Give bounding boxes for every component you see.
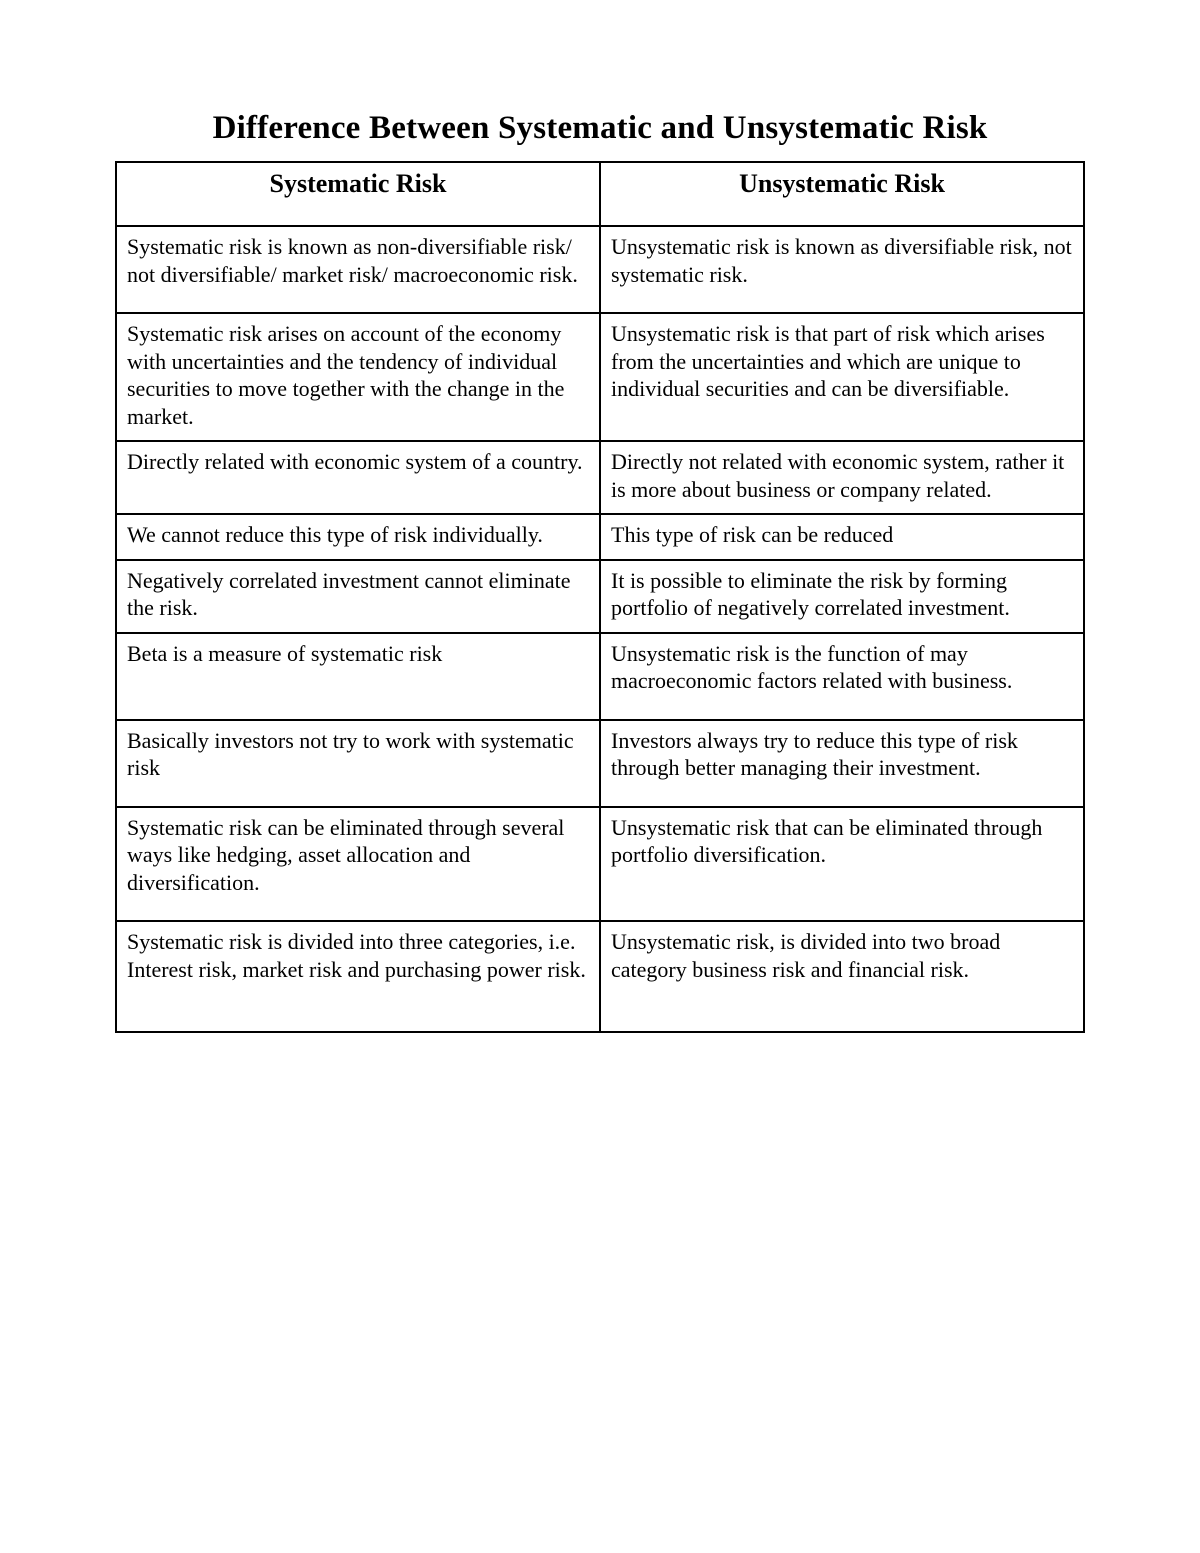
- cell-unsystematic: Unsystematic risk is that part of risk w…: [600, 313, 1084, 441]
- cell-systematic: Beta is a measure of systematic risk: [116, 633, 600, 720]
- table-row: Systematic risk arises on account of the…: [116, 313, 1084, 441]
- cell-systematic: Directly related with economic system of…: [116, 441, 600, 514]
- cell-unsystematic: Unsystematic risk, is divided into two b…: [600, 921, 1084, 1032]
- cell-systematic: Basically investors not try to work with…: [116, 720, 600, 807]
- cell-unsystematic: Directly not related with economic syste…: [600, 441, 1084, 514]
- cell-systematic: Negatively correlated investment cannot …: [116, 560, 600, 633]
- cell-systematic: Systematic risk can be eliminated throug…: [116, 807, 600, 922]
- cell-unsystematic: Investors always try to reduce this type…: [600, 720, 1084, 807]
- table-row: Basically investors not try to work with…: [116, 720, 1084, 807]
- table-row: Systematic risk can be eliminated throug…: [116, 807, 1084, 922]
- cell-systematic: Systematic risk is known as non-diversif…: [116, 226, 600, 313]
- cell-unsystematic: Unsystematic risk that can be eliminated…: [600, 807, 1084, 922]
- document-page: Difference Between Systematic and Unsyst…: [0, 0, 1200, 1553]
- cell-unsystematic: Unsystematic risk is the function of may…: [600, 633, 1084, 720]
- table-row: Negatively correlated investment cannot …: [116, 560, 1084, 633]
- cell-systematic: We cannot reduce this type of risk indiv…: [116, 514, 600, 560]
- cell-unsystematic: This type of risk can be reduced: [600, 514, 1084, 560]
- table-row: Systematic risk is divided into three ca…: [116, 921, 1084, 1032]
- column-header-unsystematic: Unsystematic Risk: [600, 162, 1084, 226]
- table-header-row: Systematic Risk Unsystematic Risk: [116, 162, 1084, 226]
- page-title: Difference Between Systematic and Unsyst…: [115, 110, 1085, 147]
- column-header-systematic: Systematic Risk: [116, 162, 600, 226]
- table-body: Systematic risk is known as non-diversif…: [116, 226, 1084, 1032]
- table-row: Systematic risk is known as non-diversif…: [116, 226, 1084, 313]
- cell-unsystematic: It is possible to eliminate the risk by …: [600, 560, 1084, 633]
- cell-unsystematic: Unsystematic risk is known as diversifia…: [600, 226, 1084, 313]
- comparison-table: Systematic Risk Unsystematic Risk System…: [115, 161, 1085, 1033]
- cell-systematic: Systematic risk arises on account of the…: [116, 313, 600, 441]
- cell-systematic: Systematic risk is divided into three ca…: [116, 921, 600, 1032]
- table-row: Beta is a measure of systematic riskUnsy…: [116, 633, 1084, 720]
- table-row: Directly related with economic system of…: [116, 441, 1084, 514]
- table-row: We cannot reduce this type of risk indiv…: [116, 514, 1084, 560]
